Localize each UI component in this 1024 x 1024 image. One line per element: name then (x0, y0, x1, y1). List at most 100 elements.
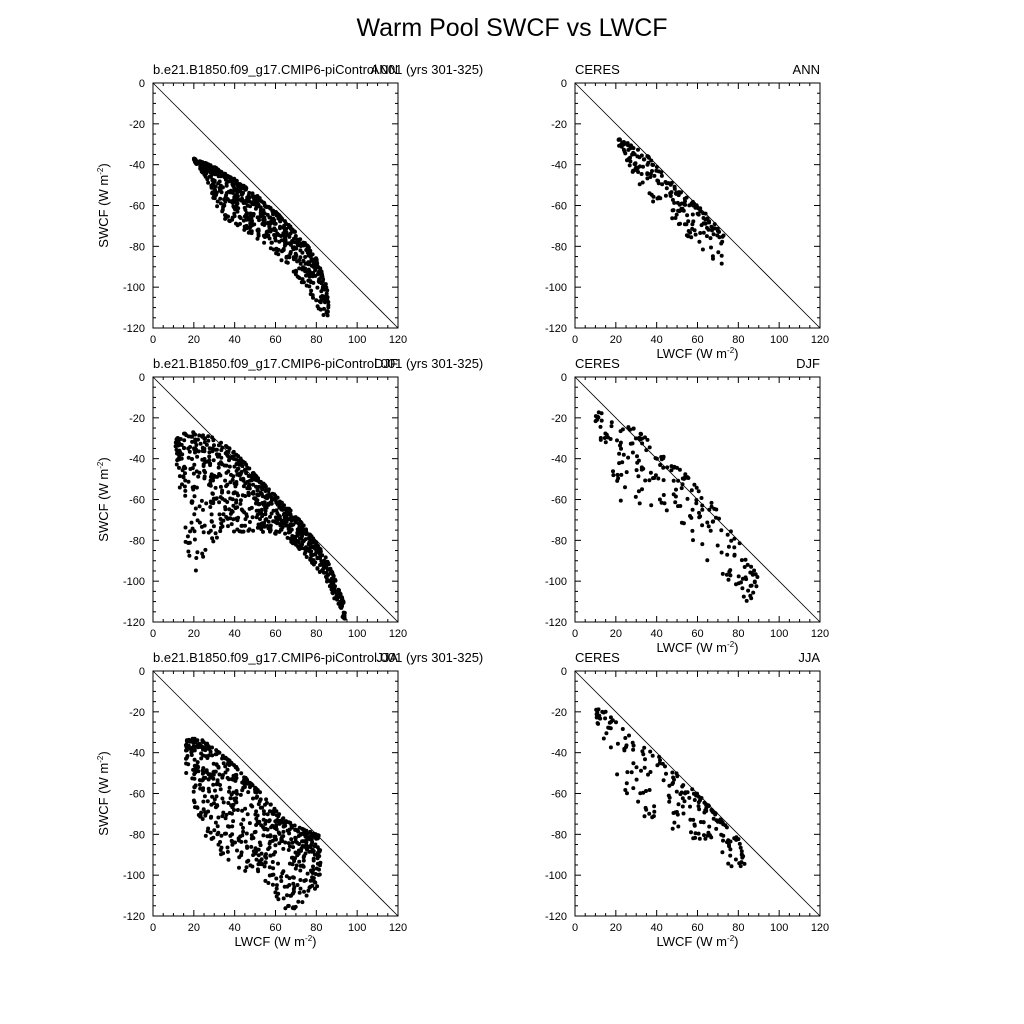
data-point (719, 528, 724, 533)
data-point (749, 564, 754, 569)
data-point (285, 260, 290, 265)
data-point (311, 856, 316, 861)
panel-2: 0 20 40 60 80 100 120 0 -20 -40 -60 -80 -100 -120 CERE… (545, 62, 829, 361)
data-point (611, 473, 616, 478)
data-point (689, 488, 694, 493)
data-point (317, 280, 322, 285)
data-point (229, 838, 234, 843)
data-point (234, 800, 239, 805)
data-point (274, 809, 279, 814)
data-point (339, 605, 344, 610)
data-point (196, 474, 201, 479)
data-point (247, 821, 252, 826)
data-point (271, 852, 276, 857)
scatter-points (183, 736, 323, 911)
data-point (217, 472, 222, 476)
y-tick-label: -80 (129, 829, 145, 841)
data-point (672, 464, 677, 469)
x-tick-label: 20 (188, 922, 200, 934)
data-point (283, 820, 288, 825)
data-point (691, 817, 696, 822)
data-point (617, 461, 622, 466)
data-point (645, 172, 650, 177)
data-point (699, 496, 704, 500)
data-point (325, 309, 330, 314)
data-point (690, 787, 695, 792)
x-tick-label: 0 (572, 628, 578, 640)
data-point (640, 436, 644, 441)
data-point (624, 781, 629, 786)
data-point (667, 799, 672, 804)
data-point (211, 458, 216, 463)
data-point (272, 221, 277, 226)
data-point (257, 509, 262, 514)
data-point (707, 507, 712, 512)
data-point (214, 794, 219, 799)
data-point (230, 805, 235, 810)
data-point (274, 508, 279, 513)
data-point (342, 613, 347, 618)
y-tick-label: 0 (561, 372, 567, 384)
data-point (660, 182, 665, 187)
data-point (230, 190, 235, 195)
data-point (690, 507, 695, 512)
data-point (751, 590, 756, 595)
data-point (693, 831, 698, 836)
data-point (190, 439, 195, 444)
data-point (267, 236, 272, 241)
data-point (615, 478, 620, 483)
data-point (192, 446, 197, 451)
data-point (715, 818, 720, 823)
data-point (601, 736, 606, 741)
data-point (623, 736, 628, 740)
data-point (224, 812, 229, 817)
data-point (279, 879, 284, 883)
data-point (220, 490, 224, 495)
y-tick-label: 0 (561, 666, 567, 678)
data-point (725, 552, 730, 557)
data-point (234, 789, 239, 793)
data-point (251, 796, 255, 801)
data-point (181, 474, 186, 479)
data-point (199, 498, 204, 503)
x-tick-label: 60 (269, 334, 281, 346)
data-point (276, 861, 280, 866)
data-point (639, 467, 644, 472)
data-point (254, 823, 259, 827)
data-point (223, 505, 228, 510)
data-point (682, 222, 687, 227)
data-point (709, 807, 714, 812)
data-point (594, 707, 599, 712)
data-point (645, 162, 650, 167)
data-point (753, 572, 758, 577)
reference-line (152, 82, 399, 329)
data-point (239, 458, 244, 463)
data-point (294, 542, 298, 547)
y-tick-label: -120 (123, 911, 145, 923)
data-point (630, 152, 635, 157)
data-point (202, 474, 207, 479)
data-point (266, 519, 271, 524)
data-point (202, 168, 207, 173)
data-point (234, 197, 239, 202)
data-point (593, 419, 598, 424)
data-point (246, 858, 251, 863)
data-point (200, 768, 205, 773)
data-point (219, 845, 224, 850)
data-point (207, 454, 212, 459)
data-point (242, 460, 247, 465)
data-point (268, 853, 273, 858)
data-point (231, 474, 236, 479)
data-point (658, 463, 663, 467)
x-tick-label: 60 (691, 922, 703, 934)
data-point (652, 809, 657, 814)
data-point (703, 221, 708, 226)
data-point (685, 496, 690, 501)
data-point (277, 841, 282, 846)
data-point (245, 486, 250, 491)
data-point (308, 884, 313, 889)
data-point (696, 489, 701, 494)
data-point (653, 473, 658, 478)
data-point (263, 509, 268, 513)
data-point (210, 536, 215, 541)
